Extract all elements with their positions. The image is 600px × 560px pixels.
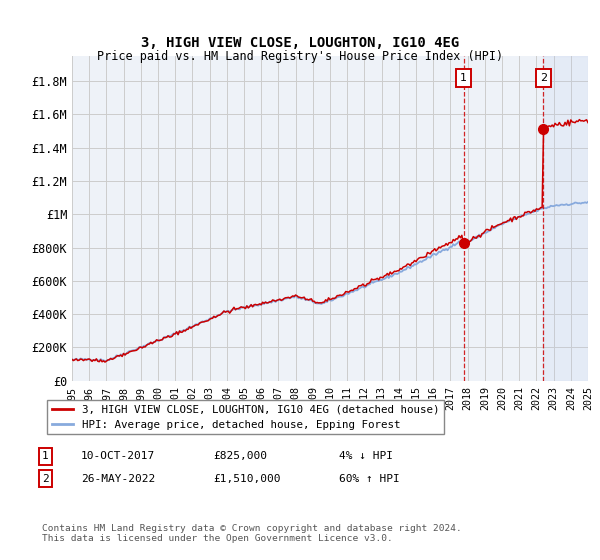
Text: Contains HM Land Registry data © Crown copyright and database right 2024.
This d: Contains HM Land Registry data © Crown c… — [42, 524, 462, 543]
Text: 3, HIGH VIEW CLOSE, LOUGHTON, IG10 4EG: 3, HIGH VIEW CLOSE, LOUGHTON, IG10 4EG — [141, 36, 459, 50]
Text: 4% ↓ HPI: 4% ↓ HPI — [339, 451, 393, 461]
Bar — [543, 56, 588, 381]
Legend: 3, HIGH VIEW CLOSE, LOUGHTON, IG10 4EG (detached house), HPI: Average price, det: 3, HIGH VIEW CLOSE, LOUGHTON, IG10 4EG (… — [47, 400, 444, 435]
Text: £825,000: £825,000 — [213, 451, 267, 461]
Text: Price paid vs. HM Land Registry's House Price Index (HPI): Price paid vs. HM Land Registry's House … — [97, 50, 503, 63]
Text: 60% ↑ HPI: 60% ↑ HPI — [339, 474, 400, 484]
Text: 1: 1 — [460, 73, 467, 83]
Text: 2: 2 — [540, 73, 547, 83]
Text: 26-MAY-2022: 26-MAY-2022 — [81, 474, 155, 484]
Text: 10-OCT-2017: 10-OCT-2017 — [81, 451, 155, 461]
Text: 1: 1 — [42, 451, 49, 461]
Text: 2: 2 — [42, 474, 49, 484]
Text: £1,510,000: £1,510,000 — [213, 474, 281, 484]
